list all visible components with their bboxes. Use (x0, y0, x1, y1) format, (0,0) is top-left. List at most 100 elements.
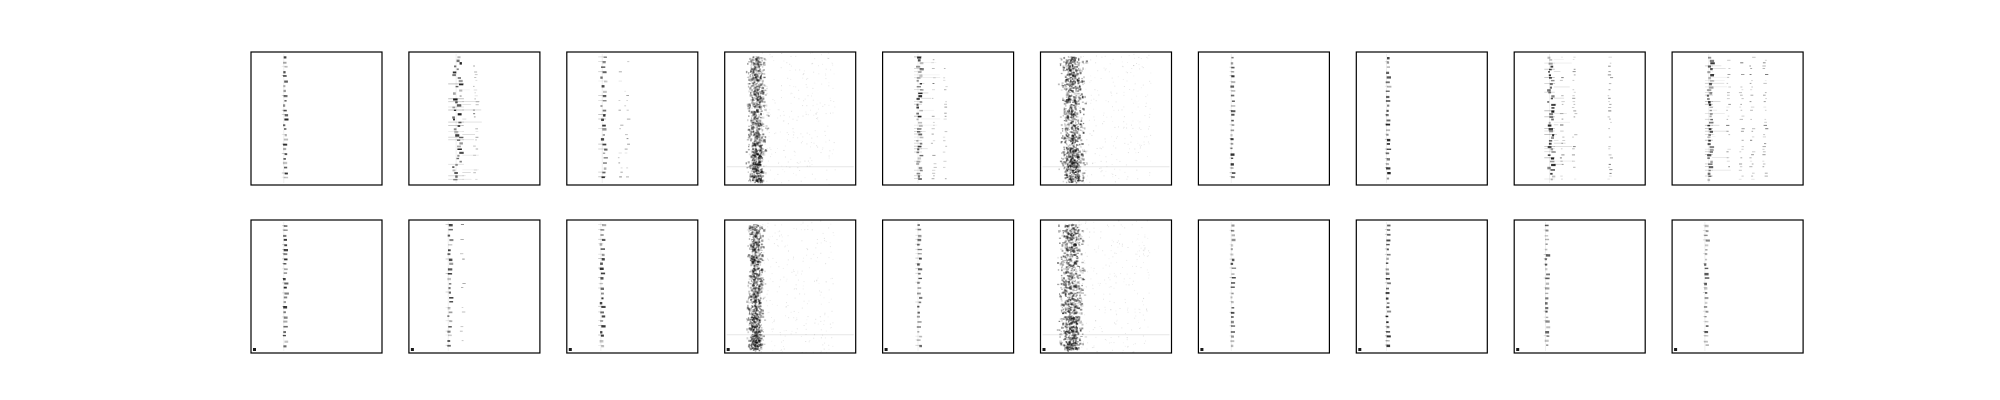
heatmap-cell (1074, 174, 1077, 176)
heatmap-cell (811, 92, 813, 94)
heatmap-cell (750, 260, 753, 263)
heatmap-cell (754, 280, 756, 283)
heatmap-cell (755, 155, 758, 158)
heatmap-cell (1070, 106, 1073, 109)
heatmap-cell (759, 151, 762, 154)
heatmap-cell (448, 249, 451, 252)
heatmap-cell (752, 346, 756, 350)
heatmap-cell (793, 132, 795, 134)
heatmap-cell (756, 99, 759, 102)
heatmap-cell (1076, 101, 1078, 103)
heatmap-cell (1078, 156, 1080, 158)
heatmap-cell (1062, 158, 1064, 161)
heatmap-cell (1550, 169, 1555, 171)
heatmap-cell (1116, 137, 1117, 139)
heatmap-cell (1064, 122, 1066, 126)
heatmap-cell (1704, 169, 1713, 171)
heatmap-cell (1108, 71, 1110, 73)
heatmap-cell (944, 106, 948, 108)
heatmap-cell (759, 141, 762, 143)
heatmap-cell (754, 86, 756, 88)
heatmap-cell (758, 70, 760, 72)
heatmap-cell (752, 329, 754, 331)
heatmap-cell (759, 298, 762, 300)
heatmap-cell (749, 179, 752, 183)
heatmap-cell (1386, 109, 1389, 112)
heatmap-cell (780, 89, 782, 91)
heatmap-cell (1085, 152, 1087, 154)
heatmap-cell (760, 308, 763, 311)
heatmap-cell (1067, 236, 1070, 239)
heatmap-cell (1062, 65, 1065, 68)
heatmap-cell (603, 162, 607, 164)
heatmap-cell (1095, 62, 1097, 64)
heatmap-cell (1078, 143, 1081, 146)
heatmap-cell (820, 337, 822, 339)
heatmap-cell (1060, 141, 1062, 144)
heatmap-cell (760, 155, 763, 158)
heatmap-cell (459, 83, 464, 86)
heatmap-cell (756, 277, 759, 280)
heatmap-cell (1708, 163, 1713, 165)
heatmap-cell (917, 228, 922, 231)
heatmap-cell (1073, 92, 1075, 94)
heatmap-cell (1608, 71, 1611, 73)
heatmap-cell (753, 309, 755, 312)
heatmap-cell (1751, 80, 1753, 82)
heatmap-cell (753, 334, 756, 337)
heatmap-cell (1071, 169, 1074, 172)
heatmap-cell (917, 305, 920, 308)
heatmap-cell (753, 332, 755, 334)
heatmap-cell (1075, 124, 1078, 127)
heatmap-cell (757, 100, 760, 103)
heatmap-cell (750, 338, 753, 341)
heatmap-cell (776, 304, 778, 306)
heatmap-cell (1071, 139, 1073, 143)
heatmap-cell (1074, 141, 1076, 143)
heatmap-cell (1066, 117, 1069, 119)
heatmap-cell (754, 241, 756, 245)
heatmap-cell (810, 109, 811, 111)
heatmap-cell (754, 144, 757, 146)
heatmap-cell (1067, 59, 1070, 61)
heatmap-cell (1071, 236, 1074, 238)
heatmap-cell (754, 330, 757, 334)
heatmap-cell (1230, 163, 1234, 166)
heatmap-cell (780, 349, 782, 351)
heatmap-cell (600, 105, 603, 107)
heatmap-cell (753, 298, 756, 301)
heatmap-cell (1068, 315, 1071, 318)
heatmap-cell (754, 75, 756, 77)
heatmap-cell (802, 77, 804, 79)
panel-frame (1513, 51, 1646, 186)
heatmap-cell (751, 170, 754, 172)
heatmap-cell (1067, 118, 1069, 120)
heatmap-cell (1068, 303, 1070, 306)
heatmap-cell (754, 278, 756, 281)
heatmap-cell (918, 272, 921, 275)
heatmap-cell (751, 102, 753, 105)
heatmap-cell (473, 145, 476, 147)
heatmap-cell (1111, 95, 1113, 97)
heatmap-cell (1065, 173, 1067, 176)
heatmap-cell (755, 272, 757, 275)
heatmap-cell (760, 96, 762, 98)
heatmap-cell (770, 56, 772, 58)
heatmap-cell (752, 246, 755, 249)
heatmap-cell (754, 343, 757, 346)
panel-marks (726, 52, 854, 185)
heatmap-cell (771, 303, 773, 305)
heatmap-cell (759, 69, 761, 71)
heatmap-cell (1080, 157, 1083, 160)
heatmap-cell (754, 165, 757, 168)
heatmap-cell (791, 110, 793, 112)
heatmap-cell (755, 77, 758, 79)
heatmap-cell (757, 132, 760, 135)
heatmap-cell (284, 80, 288, 83)
heatmap-cell (753, 284, 755, 286)
heatmap-cell (1077, 64, 1079, 67)
heatmap-cell (1083, 80, 1085, 83)
heatmap-cell (754, 235, 757, 238)
heatmap-cell (1071, 164, 1074, 166)
heatmap-cell (758, 99, 760, 101)
